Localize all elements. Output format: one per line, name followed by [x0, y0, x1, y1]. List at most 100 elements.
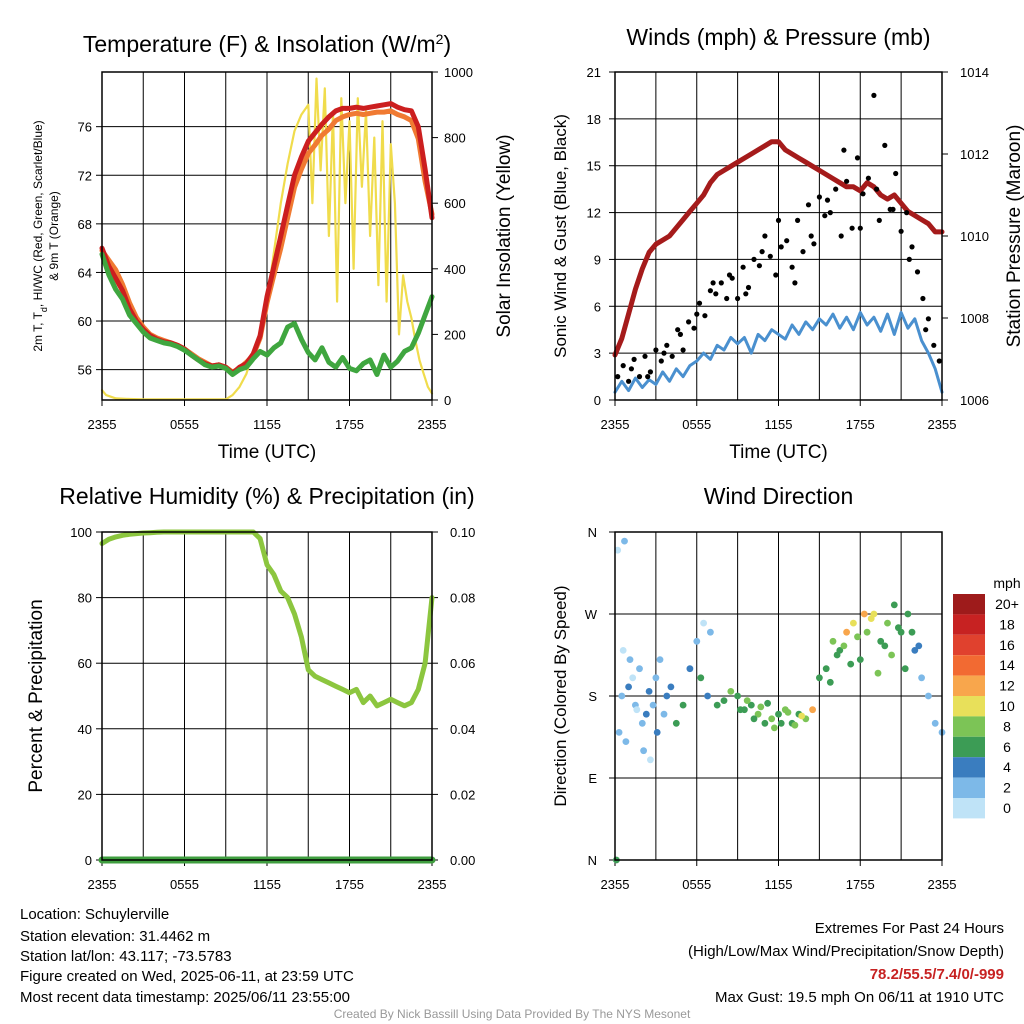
pressure-ytick: 1014	[960, 65, 989, 80]
dir-point	[826, 678, 834, 686]
footer-elevation: Station elevation: 31.4462 m	[20, 928, 211, 945]
panel1-xtick: 1155	[253, 417, 281, 432]
dir-point	[918, 674, 925, 682]
dir-point	[854, 633, 861, 641]
legend-label: 4	[1003, 759, 1011, 775]
dir-point	[925, 692, 932, 700]
gust-point	[636, 374, 643, 380]
legend-label: 2	[1003, 780, 1011, 796]
dir-point	[890, 601, 898, 609]
gust-point	[718, 280, 724, 286]
dir-point	[636, 665, 643, 673]
dir-point	[771, 724, 778, 732]
dir-point	[881, 642, 889, 650]
gust-point	[792, 280, 798, 286]
gust-point	[844, 178, 850, 184]
dir-point	[672, 719, 680, 727]
insolation-ytick: 800	[444, 131, 466, 146]
dir-point	[809, 706, 816, 714]
dir-point	[757, 703, 765, 711]
dir-point	[656, 656, 664, 663]
dir-point	[700, 619, 707, 627]
gust-point	[805, 202, 812, 208]
dir-point	[874, 669, 882, 677]
insolation-ytick: 1000	[444, 65, 473, 80]
wind-ytick: 21	[587, 65, 601, 80]
legend-swatch	[953, 777, 985, 798]
footer-extremes-values: 78.2/55.5/7.4/0/-999	[869, 966, 1004, 983]
gust-point	[865, 175, 872, 181]
dir-point	[931, 719, 939, 727]
dir-point	[743, 697, 751, 704]
gust-point	[762, 233, 768, 239]
legend-swatch	[953, 696, 985, 717]
footer-credit: Created By Nick Bassill Using Data Provi…	[333, 1007, 691, 1021]
dir-point	[750, 715, 758, 723]
gust-point	[923, 327, 929, 333]
gust-point	[710, 280, 716, 286]
gust-point	[745, 284, 752, 291]
dir-point	[667, 683, 675, 691]
pressure-ytick: 1010	[960, 229, 989, 244]
wind-ytick: 0	[594, 393, 601, 408]
gust-point	[849, 225, 855, 231]
insolation-ylabel: Solar Insolation (Yellow)	[494, 134, 515, 337]
footer-created: Figure created on Wed, 2025-06-11, at 23…	[20, 968, 354, 985]
panel1-xtick: 0555	[170, 417, 199, 432]
dir-point	[679, 701, 687, 709]
gust-point	[647, 369, 654, 375]
gust-point	[789, 264, 795, 270]
gust-point	[914, 269, 921, 275]
pressure-ytick: 1006	[960, 393, 989, 408]
panel2-xtick: 2355	[928, 417, 957, 432]
footer-latlon: Station lat/lon: 43.117; -73.5783	[20, 948, 232, 965]
gust-point	[626, 378, 632, 384]
gust-point	[724, 295, 730, 302]
dir-point	[638, 719, 646, 727]
gust-point	[615, 374, 621, 380]
dir-point	[629, 674, 637, 682]
dir-point	[895, 624, 902, 632]
gust-point	[800, 249, 806, 255]
precip-ytick: 0.02	[450, 787, 475, 802]
gust-point	[691, 325, 697, 331]
gust-point	[936, 358, 942, 364]
footer-extremes-title: Extremes For Past 24 Hours	[814, 920, 1004, 937]
gust-point	[620, 363, 626, 369]
gust-point	[767, 253, 773, 259]
insolation-ytick: 200	[444, 327, 466, 342]
legend-label: 14	[999, 657, 1015, 673]
dir-ytick: N	[588, 525, 597, 540]
dir-point	[727, 688, 735, 695]
dir-point	[822, 665, 830, 673]
dir-point	[850, 619, 857, 627]
gust-point	[860, 191, 866, 197]
dir-point	[704, 692, 711, 700]
dir-point	[775, 710, 782, 718]
dir-point	[686, 665, 694, 673]
gust-point	[811, 241, 817, 247]
gust-point	[642, 353, 648, 359]
gust-point	[664, 342, 670, 348]
rh-ylabel: Percent & Precipitation	[26, 599, 47, 792]
gust-point	[898, 228, 904, 234]
wind-ytick: 9	[594, 252, 601, 267]
dir-point	[621, 537, 628, 545]
pressure-ytick: 1012	[960, 147, 989, 162]
wind-ylabel: Sonic Wind & Gust (Blue, Black)	[551, 114, 570, 358]
dir-point	[720, 697, 728, 704]
gust-point	[816, 194, 823, 200]
dir-point	[860, 610, 868, 618]
dir-point	[653, 729, 661, 736]
panel3-xtick: 1755	[335, 877, 364, 892]
dir-point	[884, 619, 891, 627]
panel3-xtick: 2355	[418, 877, 447, 892]
precip-ytick: 0.04	[450, 722, 475, 737]
dir-title: Wind Direction	[704, 483, 854, 509]
gust-point	[686, 319, 692, 325]
dir-point	[915, 642, 923, 650]
wind-ytick: 3	[594, 346, 601, 361]
footer-max-gust: Max Gust: 19.5 mph On 06/11 at 1910 UTC	[714, 989, 1004, 1006]
panel4-xtick: 0555	[682, 877, 711, 892]
gust-point	[694, 311, 700, 317]
